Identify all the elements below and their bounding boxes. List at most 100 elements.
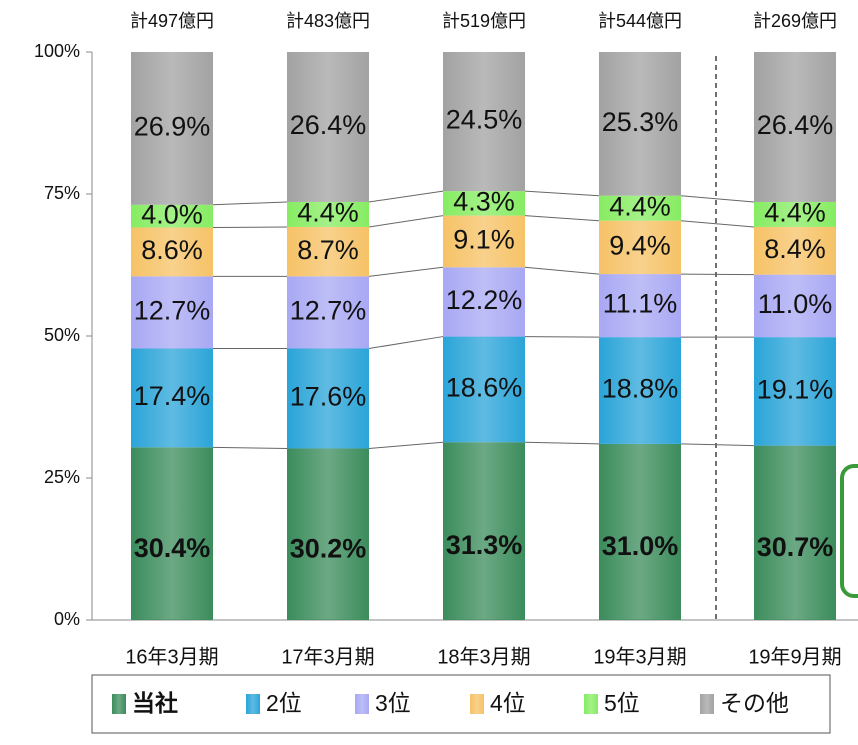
connector <box>524 441 600 445</box>
y-tick-label: 100% <box>34 41 80 61</box>
bar-segment <box>287 201 369 227</box>
value-label: 26.9% <box>134 112 211 142</box>
legend-swatch <box>700 694 714 714</box>
value-label: 4.3% <box>453 186 515 216</box>
connector <box>524 336 600 338</box>
legend-swatch <box>584 694 598 714</box>
y-tick-label: 75% <box>44 183 80 203</box>
connector <box>368 215 444 228</box>
y-tick-label: 25% <box>44 467 80 487</box>
connector <box>368 441 444 449</box>
value-label: 12.7% <box>134 296 211 326</box>
bar-segment <box>754 445 836 620</box>
bar-segment <box>131 204 213 228</box>
value-label: 9.1% <box>453 225 515 255</box>
connector <box>680 273 755 276</box>
connector <box>524 266 600 275</box>
bar-segment <box>443 336 525 443</box>
bar-segment <box>599 443 681 620</box>
value-label: 12.2% <box>446 285 523 315</box>
bar-segment <box>754 52 836 202</box>
connector <box>368 190 444 203</box>
bar-segment <box>599 274 681 338</box>
legend-swatch <box>355 694 369 714</box>
bar-segment <box>443 215 525 268</box>
callout <box>840 464 858 598</box>
value-label: 18.6% <box>446 373 523 403</box>
bar-segment <box>599 220 681 275</box>
connector <box>680 220 755 228</box>
bar-segment <box>287 226 369 277</box>
bar-segment <box>443 442 525 620</box>
legend-label: 3位 <box>375 690 411 716</box>
bar-segment <box>754 337 836 446</box>
bar-segment <box>754 201 836 227</box>
bar-segment <box>131 348 213 448</box>
value-label: 30.2% <box>290 533 367 563</box>
bar-segment <box>443 191 525 216</box>
bar-segment <box>754 226 836 275</box>
legend-label: 2位 <box>266 690 302 716</box>
value-label: 17.6% <box>290 382 367 412</box>
connector <box>680 443 755 447</box>
total-label: 計519億円 <box>442 11 526 31</box>
value-label: 8.4% <box>764 234 826 264</box>
bar-segment <box>131 276 213 349</box>
x-tick-label: 17年3月期 <box>281 645 374 668</box>
y-tick-label: 50% <box>44 325 80 345</box>
legend-swatch <box>470 694 484 714</box>
connector <box>524 190 600 197</box>
x-tick-label: 16年3月期 <box>125 645 218 668</box>
value-label: 4.4% <box>297 198 359 228</box>
value-label: 24.5% <box>446 105 523 135</box>
x-tick-label: 19年3月期 <box>593 645 686 668</box>
y-tick-label: 0% <box>54 609 80 629</box>
bar-segment <box>131 227 213 277</box>
value-label: 8.6% <box>141 235 203 265</box>
value-label: 31.0% <box>602 531 679 561</box>
bar-segment <box>443 52 525 192</box>
connector <box>368 266 444 277</box>
total-label: 計544億円 <box>598 11 682 31</box>
x-tick-label: 18年3月期 <box>437 645 530 668</box>
value-label: 30.4% <box>134 533 211 563</box>
connector <box>680 195 755 203</box>
connector <box>368 336 444 349</box>
legend-label: 当社 <box>132 690 178 716</box>
value-label: 4.4% <box>764 198 826 228</box>
value-label: 26.4% <box>290 110 367 140</box>
legend-swatch <box>112 694 126 714</box>
value-label: 8.7% <box>297 235 359 265</box>
bar-segment <box>287 276 369 349</box>
value-label: 18.8% <box>602 374 679 404</box>
value-label: 26.4% <box>757 110 834 140</box>
bar-segment <box>287 348 369 449</box>
value-label: 19.1% <box>757 375 834 405</box>
bar-segment <box>754 274 836 338</box>
bar-segment <box>131 52 213 205</box>
legend-label: 5位 <box>604 690 640 716</box>
value-label: 9.4% <box>609 231 671 261</box>
bar-segment <box>599 52 681 196</box>
value-label: 31.3% <box>446 530 523 560</box>
connector <box>212 226 288 229</box>
connector <box>524 215 600 222</box>
total-label: 計483億円 <box>286 11 370 31</box>
legend-swatch <box>246 694 260 714</box>
total-label: 計497億円 <box>130 11 214 31</box>
bar-segment <box>131 447 213 620</box>
value-label: 11.1% <box>603 289 678 319</box>
legend-label: 4位 <box>490 690 526 716</box>
value-label: 17.4% <box>134 381 211 411</box>
bar-segment <box>599 337 681 444</box>
bar-segment <box>443 267 525 337</box>
value-label: 4.0% <box>141 199 203 229</box>
bar-segment <box>599 195 681 221</box>
value-label: 30.7% <box>757 532 834 562</box>
value-label: 4.4% <box>609 191 671 221</box>
value-label: 11.0% <box>758 289 833 319</box>
bar-segment <box>287 448 369 620</box>
value-label: 25.3% <box>602 107 679 137</box>
bar-segment <box>287 52 369 202</box>
